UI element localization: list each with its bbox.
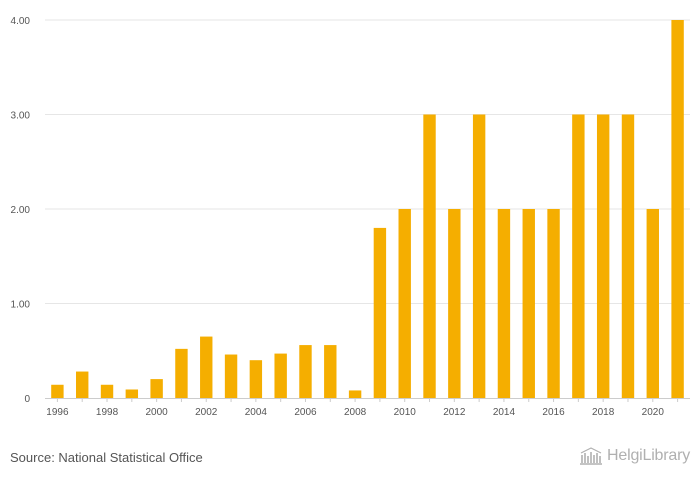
x-tick-label: 1998 — [96, 407, 119, 418]
x-tick-label: 2004 — [245, 407, 268, 418]
x-tick-label: 2000 — [146, 407, 169, 418]
bar-2012[interactable] — [448, 209, 461, 398]
bar-2004[interactable] — [249, 360, 263, 398]
helgi-library-logo[interactable]: HelgiLibrary — [579, 447, 690, 465]
bar-2010[interactable] — [398, 209, 411, 398]
bar-2008[interactable] — [348, 390, 362, 398]
x-tick-label: 2016 — [542, 407, 565, 418]
y-axis-ticks: 0 1.00 2.00 3.00 4.00 — [11, 16, 31, 405]
source-note: Source: National Statistical Office — [10, 450, 203, 465]
y-tick-label: 3.00 — [11, 111, 31, 122]
y-tick-label: 4.00 — [11, 16, 31, 27]
bar-2006[interactable] — [299, 345, 312, 398]
bar-2016[interactable] — [547, 209, 560, 398]
bar-2003[interactable] — [224, 354, 238, 398]
bar-1997[interactable] — [76, 371, 89, 398]
bar-2000[interactable] — [150, 379, 163, 398]
x-tick-label: 2018 — [592, 407, 615, 418]
bar-2015[interactable] — [522, 209, 535, 398]
bars — [51, 20, 684, 398]
x-tick-label: 2008 — [344, 407, 367, 418]
bar-2014[interactable] — [497, 209, 511, 398]
bar-1998[interactable] — [100, 384, 114, 398]
bar-2007[interactable] — [324, 345, 337, 398]
bar-2020[interactable] — [646, 209, 659, 398]
logo-text: HelgiLibrary — [607, 447, 690, 464]
grid-lines — [45, 19, 690, 304]
bar-2009[interactable] — [373, 227, 387, 398]
x-tick-label: 2012 — [443, 407, 466, 418]
x-axis-ticks: 1996 1998 2000 2002 2004 2006 2008 2010 2012 2014… — [46, 398, 679, 418]
library-building-icon — [580, 447, 603, 465]
x-tick-label: 1996 — [46, 407, 69, 418]
y-tick-label: 2.00 — [11, 205, 31, 216]
bar-2002[interactable] — [200, 336, 213, 398]
bar-2019[interactable] — [621, 114, 635, 399]
x-tick-label: 2002 — [195, 407, 218, 418]
bar-2013[interactable] — [472, 114, 486, 399]
bar-1999[interactable] — [125, 389, 139, 398]
y-tick-label: 0 — [24, 394, 30, 405]
y-tick-label: 1.00 — [11, 300, 31, 311]
x-tick-label: 2020 — [642, 407, 665, 418]
x-tick-label: 2014 — [493, 407, 516, 418]
bar-2005[interactable] — [274, 353, 287, 398]
bar-2017[interactable] — [572, 114, 585, 399]
x-tick-label: 2010 — [394, 407, 417, 418]
bar-2021[interactable] — [671, 20, 684, 398]
bar-2001[interactable] — [175, 348, 188, 398]
bar-2018[interactable] — [596, 114, 610, 399]
bar-1996[interactable] — [51, 384, 64, 398]
x-tick-label: 2006 — [294, 407, 317, 418]
bar-2011[interactable] — [423, 114, 436, 399]
